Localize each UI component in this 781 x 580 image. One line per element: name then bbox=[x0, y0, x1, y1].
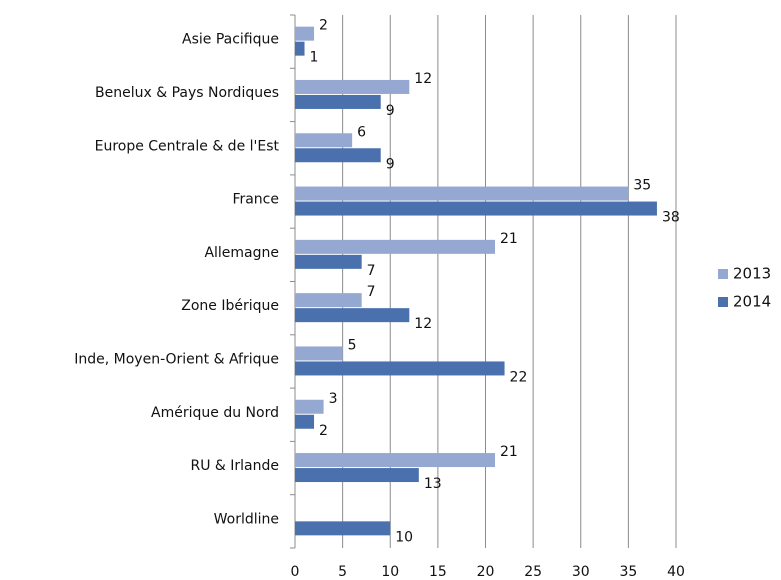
bar bbox=[295, 41, 305, 56]
x-tick-label: 30 bbox=[572, 564, 590, 580]
bar bbox=[295, 79, 410, 94]
x-tick-label: 35 bbox=[619, 564, 637, 580]
data-label: 35 bbox=[633, 178, 651, 194]
x-tick-label: 5 bbox=[338, 564, 347, 580]
data-label: 10 bbox=[395, 529, 413, 545]
data-label: 21 bbox=[500, 444, 518, 460]
bar bbox=[295, 94, 381, 109]
y-tick-label: Europe Centrale & de l'Est bbox=[95, 138, 280, 154]
y-tick-label: Worldline bbox=[214, 511, 279, 527]
data-label: 1 bbox=[310, 50, 319, 66]
legend-swatch bbox=[718, 269, 728, 279]
data-label: 9 bbox=[386, 103, 395, 119]
data-label: 5 bbox=[348, 337, 357, 353]
bar bbox=[295, 308, 410, 323]
data-label: 9 bbox=[386, 156, 395, 172]
x-tick-label: 10 bbox=[381, 564, 399, 580]
legend-swatch bbox=[718, 297, 728, 307]
y-tick-label: Zone Ibérique bbox=[181, 298, 279, 314]
bar bbox=[295, 26, 315, 41]
bar bbox=[295, 346, 343, 361]
x-tick-label: 20 bbox=[477, 564, 495, 580]
legend-label: 2013 bbox=[733, 265, 771, 283]
data-label: 21 bbox=[500, 231, 518, 247]
bar bbox=[295, 361, 505, 376]
x-tick-label: 15 bbox=[429, 564, 447, 580]
bar bbox=[295, 293, 362, 308]
bar bbox=[295, 186, 629, 201]
bar bbox=[295, 468, 419, 483]
data-label: 7 bbox=[367, 263, 376, 279]
bar bbox=[295, 133, 353, 148]
data-label: 7 bbox=[367, 284, 376, 300]
bar bbox=[295, 148, 381, 163]
y-tick-label: Inde, Moyen-Orient & Afrique bbox=[74, 351, 279, 367]
bar bbox=[295, 399, 324, 414]
bar bbox=[295, 254, 362, 269]
y-tick-label: Amérique du Nord bbox=[151, 405, 279, 421]
data-label: 2 bbox=[319, 423, 328, 439]
x-tick-label: 40 bbox=[667, 564, 685, 580]
data-label: 13 bbox=[424, 476, 442, 492]
y-tick-label: Allemagne bbox=[204, 245, 279, 261]
y-tick-label: RU & Irlande bbox=[190, 458, 279, 474]
data-label: 12 bbox=[414, 71, 432, 87]
data-label: 38 bbox=[662, 210, 680, 226]
x-tick-label: 0 bbox=[291, 564, 300, 580]
x-tick-label: 25 bbox=[524, 564, 542, 580]
bar bbox=[295, 239, 496, 254]
data-label: 22 bbox=[510, 369, 528, 385]
bar bbox=[295, 414, 315, 429]
bar bbox=[295, 521, 391, 536]
data-label: 6 bbox=[357, 124, 366, 140]
legend-label: 2014 bbox=[733, 293, 771, 311]
bar bbox=[295, 201, 657, 216]
y-tick-label: Asie Pacifique bbox=[182, 32, 279, 48]
y-tick-label: Benelux & Pays Nordiques bbox=[95, 85, 279, 101]
bar bbox=[295, 453, 496, 468]
y-tick-label: France bbox=[232, 192, 279, 208]
data-label: 12 bbox=[414, 316, 432, 332]
data-label: 2 bbox=[319, 18, 328, 34]
data-label: 3 bbox=[329, 391, 338, 407]
